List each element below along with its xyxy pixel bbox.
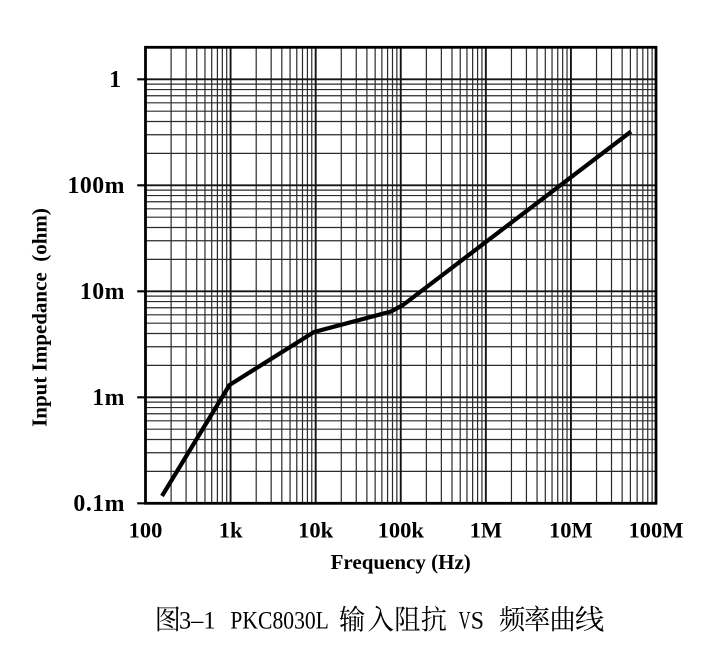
- svg-text:100m: 100m: [67, 173, 125, 199]
- svg-text:0.1m: 0.1m: [73, 491, 125, 517]
- svg-text:1m: 1m: [92, 385, 125, 411]
- svg-text:100k: 100k: [378, 517, 425, 542]
- svg-text:100M: 100M: [629, 517, 684, 542]
- svg-text:1k: 1k: [219, 517, 243, 542]
- svg-text:PKC8030L: PKC8030L: [230, 608, 329, 635]
- svg-text:1: 1: [109, 67, 121, 93]
- svg-text:3–1: 3–1: [179, 608, 216, 635]
- svg-text:S: S: [471, 607, 484, 635]
- svg-text:Input Impedance (ohm): Input Impedance (ohm): [28, 208, 52, 427]
- svg-text:100: 100: [129, 517, 163, 542]
- svg-text:10k: 10k: [298, 517, 334, 542]
- svg-text:10M: 10M: [549, 517, 593, 542]
- svg-text:V: V: [459, 606, 471, 634]
- svg-text:1M: 1M: [470, 517, 503, 542]
- svg-text:10m: 10m: [80, 279, 125, 305]
- svg-text:Frequency (Hz): Frequency (Hz): [331, 550, 471, 574]
